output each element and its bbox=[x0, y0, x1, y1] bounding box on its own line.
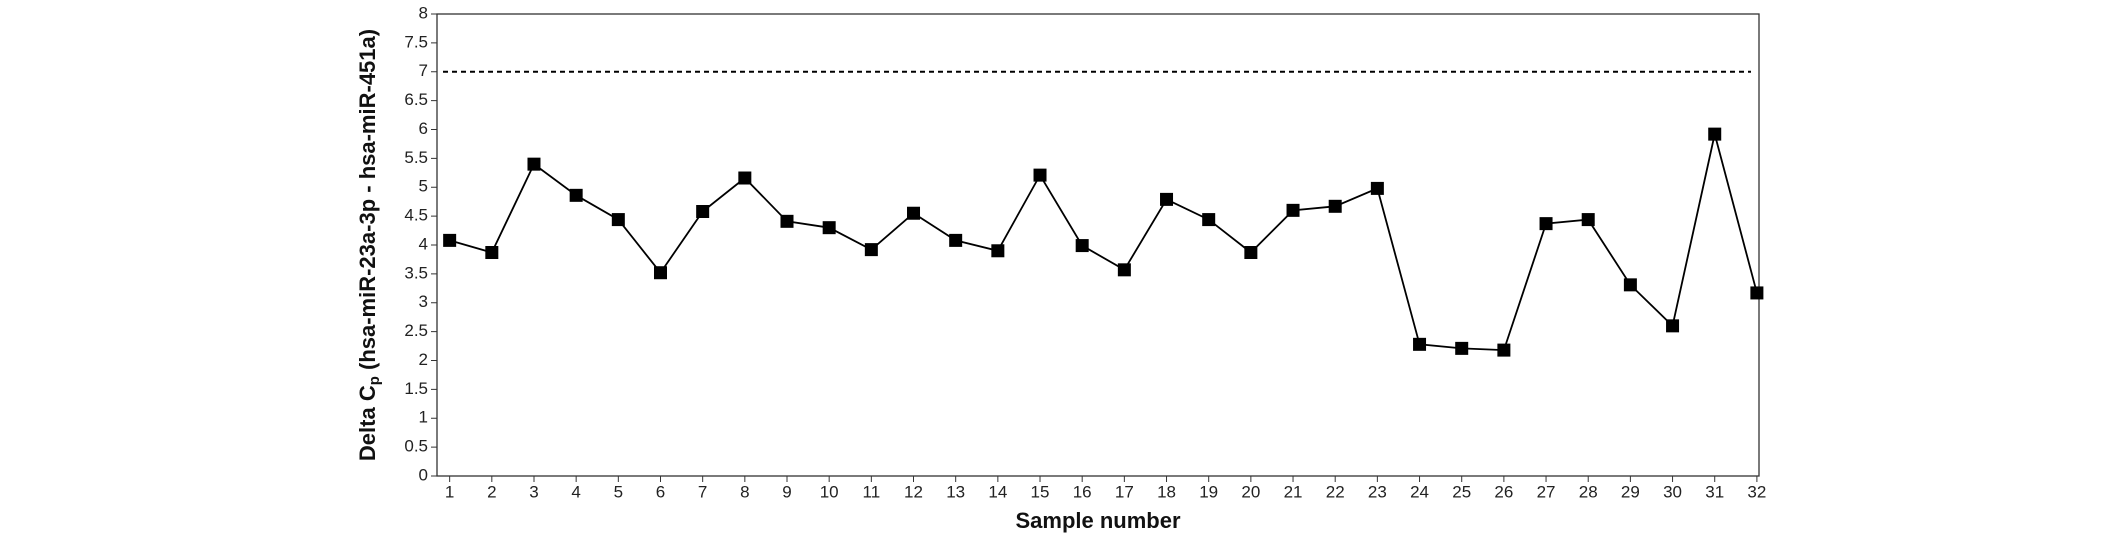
point-marker bbox=[738, 171, 752, 185]
point-marker bbox=[1539, 217, 1553, 231]
x-tick-label: 21 bbox=[1284, 482, 1303, 501]
point-marker bbox=[485, 246, 499, 260]
x-tick-label: 19 bbox=[1199, 482, 1218, 501]
x-tick-label: 27 bbox=[1537, 482, 1556, 501]
y-tick-label: 3 bbox=[419, 292, 428, 311]
plot-frame bbox=[436, 13, 1760, 477]
x-tick-label: 20 bbox=[1241, 482, 1260, 501]
x-tick-label: 2 bbox=[487, 482, 496, 501]
x-tick-label: 31 bbox=[1705, 482, 1724, 501]
y-axis-title-rest: (hsa-miR-23a-3p - hsa-miR-451a) bbox=[355, 29, 380, 376]
point-marker bbox=[1286, 203, 1300, 217]
x-tick-label: 12 bbox=[904, 482, 923, 501]
y-tick-label: 0.5 bbox=[404, 437, 428, 456]
y-tick-label: 6 bbox=[419, 119, 428, 138]
point-marker bbox=[864, 243, 878, 257]
point-marker bbox=[611, 213, 625, 227]
x-tick-label: 9 bbox=[782, 482, 791, 501]
y-axis-title-subscript: p bbox=[366, 376, 383, 385]
point-marker bbox=[1455, 341, 1469, 355]
point-marker bbox=[1708, 127, 1722, 141]
x-tick-label: 13 bbox=[946, 482, 965, 501]
x-tick-label: 4 bbox=[571, 482, 580, 501]
y-tick-label: 0 bbox=[419, 465, 428, 484]
series-line bbox=[449, 133, 1758, 352]
point-marker bbox=[696, 205, 710, 219]
y-tick-label: 2.5 bbox=[404, 321, 428, 340]
x-tick-label: 32 bbox=[1747, 482, 1766, 501]
point-marker bbox=[1075, 239, 1089, 253]
point-marker bbox=[443, 233, 457, 247]
y-tick-label: 6.5 bbox=[404, 90, 428, 109]
x-tick-label: 25 bbox=[1452, 482, 1471, 501]
point-marker bbox=[1160, 192, 1174, 206]
x-tick-label: 15 bbox=[1031, 482, 1050, 501]
x-tick-label: 10 bbox=[820, 482, 839, 501]
y-tick-label: 1.5 bbox=[404, 379, 428, 398]
point-marker bbox=[1244, 246, 1258, 260]
x-tick-label: 11 bbox=[863, 482, 881, 501]
y-tick-label: 5 bbox=[419, 177, 428, 196]
point-marker bbox=[1202, 213, 1216, 227]
point-marker bbox=[1666, 319, 1680, 333]
x-tick-label: 24 bbox=[1410, 482, 1429, 501]
y-tick-label: 5.5 bbox=[404, 148, 428, 167]
x-tick-label: 23 bbox=[1368, 482, 1387, 501]
x-tick-label: 22 bbox=[1326, 482, 1345, 501]
point-marker bbox=[991, 244, 1005, 258]
y-tick-label: 2 bbox=[419, 350, 428, 369]
y-tick-label: 4.5 bbox=[404, 206, 428, 225]
x-tick-label: 16 bbox=[1073, 482, 1092, 501]
x-tick-label: 5 bbox=[614, 482, 623, 501]
point-marker bbox=[527, 157, 541, 171]
point-marker bbox=[1623, 278, 1637, 292]
x-tick-label: 1 bbox=[445, 482, 454, 501]
point-marker bbox=[822, 221, 836, 235]
x-tick-label: 14 bbox=[988, 482, 1007, 501]
point-marker bbox=[1117, 263, 1131, 277]
y-axis-title: Delta Cp (hsa-miR-23a-3p - hsa-miR-451a) bbox=[355, 29, 383, 461]
y-tick-label: 7.5 bbox=[404, 32, 428, 51]
x-tick-label: 26 bbox=[1494, 482, 1513, 501]
point-marker bbox=[1497, 343, 1511, 357]
y-tick-label: 7 bbox=[419, 61, 428, 80]
point-marker bbox=[1033, 168, 1047, 182]
y-tick-label: 4 bbox=[419, 234, 428, 253]
point-marker bbox=[1328, 199, 1342, 213]
point-marker bbox=[949, 233, 963, 247]
x-tick-label: 28 bbox=[1579, 482, 1598, 501]
x-tick-label: 18 bbox=[1157, 482, 1176, 501]
y-tick-label: 1 bbox=[419, 408, 428, 427]
y-tick-label: 3.5 bbox=[404, 263, 428, 282]
x-tick-label: 29 bbox=[1621, 482, 1640, 501]
x-axis-title: Sample number bbox=[1015, 508, 1180, 533]
point-marker bbox=[907, 206, 921, 220]
point-marker bbox=[1413, 337, 1427, 351]
y-tick-label: 8 bbox=[419, 3, 428, 22]
point-marker bbox=[653, 266, 667, 280]
x-tick-label: 30 bbox=[1663, 482, 1682, 501]
x-tick-label: 6 bbox=[656, 482, 665, 501]
point-marker bbox=[569, 188, 583, 202]
point-marker bbox=[780, 214, 794, 228]
x-tick-label: 7 bbox=[698, 482, 707, 501]
x-tick-label: 3 bbox=[529, 482, 538, 501]
point-marker bbox=[1581, 213, 1595, 227]
x-tick-label: 17 bbox=[1115, 482, 1134, 501]
x-tick-label: 8 bbox=[740, 482, 749, 501]
point-marker bbox=[1370, 181, 1384, 195]
y-axis-title-main: Delta C bbox=[355, 385, 380, 461]
point-marker bbox=[1750, 286, 1764, 300]
